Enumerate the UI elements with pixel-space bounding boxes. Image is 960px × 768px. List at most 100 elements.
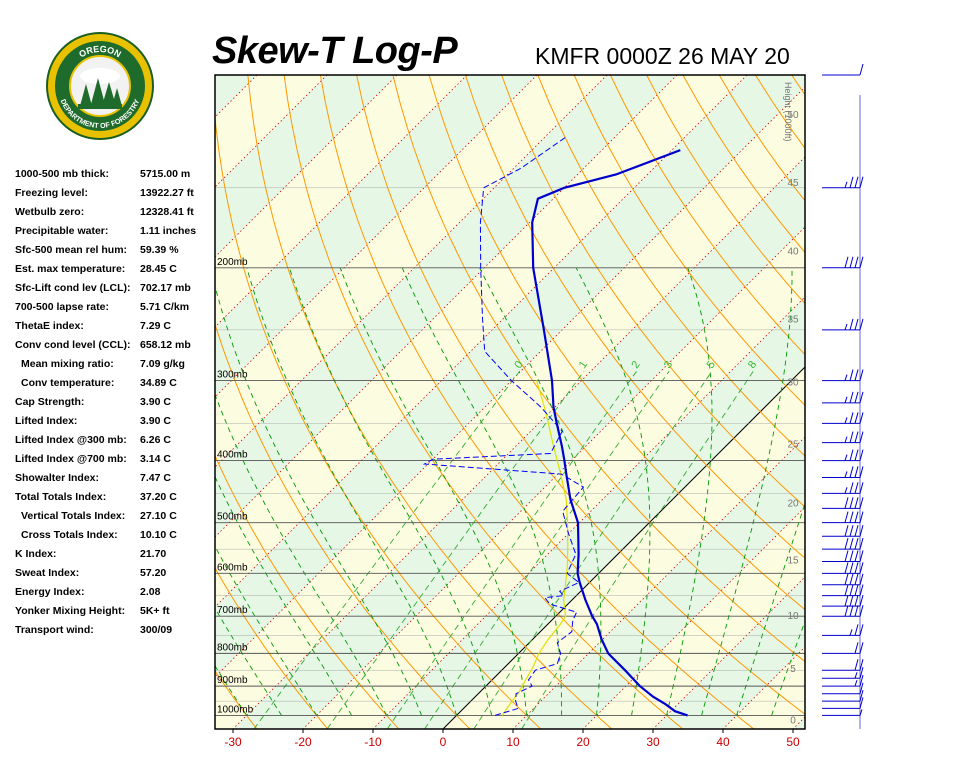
stat-row: Sfc-Lift cond lev (LCL): 702.17 mb bbox=[15, 282, 215, 301]
moist-adiabat bbox=[701, 267, 793, 716]
x-tick-label: 50 bbox=[786, 735, 800, 749]
dry-adiabat bbox=[754, 75, 805, 150]
stat-row: Lifted Index @700 mb: 3.14 C bbox=[15, 453, 215, 472]
pressure-label: 300mb bbox=[217, 370, 248, 381]
stat-label: Transport wind: bbox=[15, 624, 94, 636]
isotherm-line bbox=[722, 646, 805, 729]
isotherm-line bbox=[792, 716, 805, 729]
stat-value: 6.26 C bbox=[140, 434, 171, 446]
wind-barb bbox=[822, 318, 864, 331]
pressure-label: 800mb bbox=[217, 642, 248, 653]
mixing-ratio-label: 1 bbox=[577, 359, 590, 371]
stat-value: 27.10 C bbox=[140, 510, 177, 522]
stat-label: Showalter Index: bbox=[15, 472, 100, 484]
wind-barb bbox=[822, 525, 864, 537]
mixing-ratio-line bbox=[326, 370, 585, 729]
wind-barb bbox=[822, 176, 864, 189]
stat-label: K Index: bbox=[15, 548, 57, 560]
wind-barb bbox=[822, 697, 864, 709]
wind-barb bbox=[822, 573, 864, 586]
stat-row: 700-500 lapse rate: 5.71 C/km bbox=[15, 301, 215, 320]
stat-value: 12328.41 ft bbox=[140, 206, 194, 218]
moist-adiabat bbox=[339, 267, 528, 716]
parcel-trace bbox=[501, 380, 569, 716]
stat-value: 2.08 bbox=[140, 586, 161, 598]
zero-isotherm bbox=[442, 366, 805, 729]
wind-barb bbox=[822, 594, 864, 607]
mixing-ratio-line bbox=[386, 370, 638, 729]
chart-title: Skew-T Log-P bbox=[212, 30, 458, 72]
dry-adiabat bbox=[464, 75, 805, 559]
moist-adiabat bbox=[401, 267, 563, 716]
stat-value: 300/09 bbox=[140, 624, 173, 636]
dry-adiabat bbox=[392, 75, 805, 663]
wind-barb bbox=[822, 605, 864, 617]
stat-row: Wetbulb zero: 12328.41 ft bbox=[15, 206, 215, 225]
height-tick-label: 35 bbox=[787, 314, 799, 325]
stat-value: 7.29 C bbox=[140, 320, 171, 332]
stat-label: Lifted Index @700 mb: bbox=[15, 453, 127, 465]
dry-adiabat bbox=[609, 75, 805, 356]
mixing-ratio-label: 0 bbox=[512, 359, 525, 371]
pressure-label: 700mb bbox=[217, 605, 248, 616]
isotherm-line bbox=[302, 226, 805, 729]
mixing-ratio-line bbox=[473, 370, 713, 729]
height-tick-label: 50 bbox=[787, 110, 799, 121]
moist-adiabat bbox=[479, 267, 602, 716]
stat-value: 37.20 C bbox=[140, 491, 177, 503]
wind-barb bbox=[822, 412, 864, 424]
wind-barb bbox=[822, 550, 864, 563]
stat-label: 700-500 lapse rate: bbox=[15, 301, 109, 313]
stat-row: Lifted Index @300 mb: 6.26 C bbox=[15, 434, 215, 453]
wind-barb bbox=[822, 562, 864, 574]
height-tick-label: 5 bbox=[790, 664, 796, 675]
stat-label: Energy Index: bbox=[15, 586, 85, 598]
stat-value: 5.71 C/km bbox=[140, 301, 190, 313]
dry-adiabat bbox=[828, 75, 960, 729]
dewpoint-trace bbox=[422, 136, 585, 716]
stat-row: ThetaE index: 7.29 C bbox=[15, 320, 215, 339]
isotherm-band bbox=[303, 227, 805, 729]
oregon-department-of-forestry-logo: OREGON DEPARTMENT OF FORESTRY bbox=[46, 32, 154, 140]
stat-row: Total Totals Index: 37.20 C bbox=[15, 491, 215, 510]
stat-row: Cap Strength: 3.90 C bbox=[15, 396, 215, 415]
x-tick-label: 40 bbox=[716, 735, 730, 749]
pressure-label: 600mb bbox=[217, 562, 248, 573]
stat-label: Sfc-Lift cond lev (LCL): bbox=[15, 282, 131, 294]
mixing-ratio-line bbox=[424, 370, 670, 729]
stat-value: 3.14 C bbox=[140, 453, 171, 465]
wind-barb bbox=[822, 431, 864, 444]
wind-barb bbox=[822, 659, 864, 671]
wind-barb bbox=[822, 624, 864, 636]
stat-label: ThetaE index: bbox=[15, 320, 84, 332]
dry-adiabat bbox=[682, 75, 805, 254]
pressure-label: 200mb bbox=[217, 257, 248, 268]
temperature-trace bbox=[531, 149, 688, 717]
stat-value: 34.89 C bbox=[140, 377, 177, 389]
height-tick-label: 25 bbox=[787, 439, 799, 450]
isotherm-line bbox=[372, 296, 805, 729]
stat-row: Transport wind: 300/09 bbox=[15, 624, 215, 643]
wind-barb bbox=[822, 63, 864, 76]
stat-value: 28.45 C bbox=[140, 263, 177, 275]
isotherm-line bbox=[582, 506, 805, 729]
stat-label: Lifted Index @300 mb: bbox=[15, 434, 127, 446]
wind-barb bbox=[822, 682, 864, 695]
height-tick-label: 15 bbox=[787, 556, 799, 567]
height-axis-label: Height (1000ft) bbox=[783, 82, 793, 142]
stat-value: 21.70 bbox=[140, 548, 167, 560]
dry-adiabat bbox=[864, 75, 960, 729]
x-tick-label: 20 bbox=[576, 735, 590, 749]
stat-row: Showalter Index: 7.47 C bbox=[15, 472, 215, 491]
stat-label: Est. max temperature: bbox=[15, 263, 126, 275]
wind-barb bbox=[822, 584, 864, 597]
stat-value: 702.17 mb bbox=[140, 282, 191, 294]
stat-label: Freezing level: bbox=[15, 187, 88, 199]
stat-row: K Index: 21.70 bbox=[15, 548, 215, 567]
stat-row: Sweat Index: 57.20 bbox=[15, 567, 215, 586]
isotherm-line bbox=[652, 576, 805, 729]
wind-barb bbox=[822, 497, 864, 509]
wind-barb bbox=[822, 674, 864, 687]
mixing-ratio-line bbox=[521, 370, 754, 729]
x-tick-label: -10 bbox=[364, 735, 382, 749]
